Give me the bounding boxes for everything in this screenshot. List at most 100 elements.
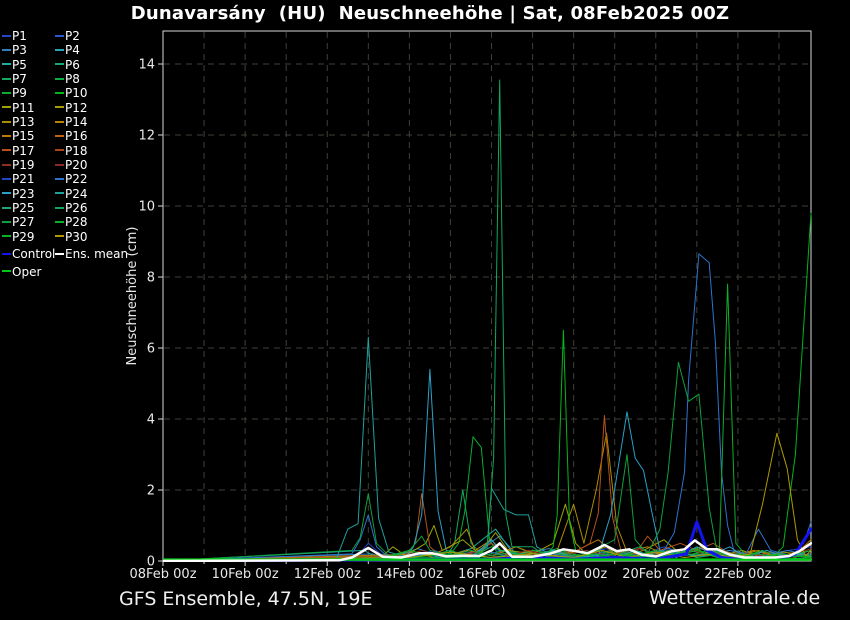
legend-item-p27: P27 [2, 215, 55, 229]
legend-item-p24: P24 [55, 187, 128, 201]
legend-item-label: P13 [12, 115, 35, 130]
legend-item-label: Control [12, 247, 56, 262]
legend-color-swatch [2, 252, 11, 255]
y-tick-label: 4 [147, 413, 155, 428]
legend-color-swatch [55, 235, 64, 238]
y-axis-title: Neuschneehöhe (cm) [125, 227, 140, 366]
legend-item-p12: P12 [55, 101, 128, 115]
legend-color-swatch [55, 120, 64, 123]
legend-color-swatch [2, 63, 11, 66]
legend-item-label: P11 [12, 100, 35, 115]
legend-color-swatch [2, 163, 11, 166]
legend-item-p3: P3 [2, 43, 55, 57]
legend-color-swatch [2, 77, 11, 80]
y-tick-label: 6 [147, 342, 155, 357]
legend-color-swatch [55, 192, 64, 195]
chart-title: Dunavarsány (HU) Neuschneehöhe | Sat, 08… [130, 3, 730, 24]
legend-item-label: P29 [12, 229, 35, 244]
legend-item-label: P30 [65, 229, 88, 244]
legend-item-p26: P26 [55, 201, 128, 215]
legend-color-swatch [55, 106, 64, 109]
legend-item-label: P23 [12, 186, 35, 201]
legend-item-p8: P8 [55, 72, 128, 86]
legend-item-label: P22 [65, 172, 88, 187]
legend-color-swatch [2, 149, 11, 152]
y-tick-label: 8 [147, 271, 155, 286]
legend-color-swatch [55, 220, 64, 223]
legend-item-label: P9 [12, 86, 27, 101]
legend-item-p16: P16 [55, 129, 128, 143]
legend-color-swatch [2, 206, 11, 209]
legend-color-swatch [55, 134, 64, 137]
legend-item-p18: P18 [55, 144, 128, 158]
x-tick-label: 20Feb 00z [622, 567, 689, 582]
legend-item-label: P27 [12, 215, 35, 230]
legend-color-swatch [2, 91, 11, 94]
series-line-p13 [163, 432, 812, 562]
legend-color-swatch [55, 149, 64, 152]
legend-color-swatch [55, 63, 64, 66]
series-line-p29 [163, 329, 812, 562]
legend-item-label: P10 [65, 86, 88, 101]
legend-item-label: P4 [65, 43, 80, 58]
legend-item-label: P6 [65, 57, 80, 72]
legend-item-p5: P5 [2, 58, 55, 72]
legend-item-label: P5 [12, 57, 27, 72]
legend-item-label: P15 [12, 129, 35, 144]
legend-item-label: P16 [65, 129, 88, 144]
legend-item-label: P1 [12, 29, 27, 43]
x-tick-labels: 08Feb 00z 10Feb 00z 12Feb 00z 14Feb 00z 16Fe… [129, 567, 771, 582]
legend-item-p1: P1 [2, 29, 55, 43]
legend-color-swatch [2, 192, 11, 195]
legend-item-p17: P17 [2, 144, 55, 158]
legend-color-swatch [55, 177, 64, 180]
model-info-label: GFS Ensemble, 47.5N, 19E [119, 588, 373, 610]
x-tick-label: 16Feb 00z [458, 567, 525, 582]
legend-item-p30: P30 [55, 230, 128, 244]
plot-frame [162, 30, 812, 562]
y-tick-label: 10 [138, 200, 155, 215]
axis-ticks [158, 63, 780, 566]
gridlines [164, 32, 810, 560]
brand-label: Wetterzentrale.de [649, 587, 821, 609]
legend-item-p28: P28 [55, 215, 128, 229]
x-tick-label: 12Feb 00z [294, 567, 361, 582]
legend-item-label: P14 [65, 115, 88, 130]
series-line-ens-mean [163, 539, 812, 562]
x-tick-label: 14Feb 00z [376, 567, 443, 582]
legend-color-swatch [55, 48, 64, 51]
legend-item-p4: P4 [55, 43, 128, 57]
series-line-p30 [163, 432, 812, 562]
legend-color-swatch [2, 48, 11, 51]
legend-item-p7: P7 [2, 72, 55, 86]
legend-color-swatch [55, 206, 64, 209]
series-lines [163, 79, 812, 562]
legend-color-swatch [2, 134, 11, 137]
legend-item-p21: P21 [2, 172, 55, 186]
legend-color-swatch [2, 220, 11, 223]
series-line-p17 [163, 415, 812, 562]
legend-color-swatch [55, 252, 64, 255]
legend-item-label: P2 [65, 29, 80, 43]
series-line-p28 [163, 283, 812, 562]
legend-item-label: P28 [65, 215, 88, 230]
legend-item-p22: P22 [55, 172, 128, 186]
legend-color-swatch [2, 120, 11, 123]
legend-color-swatch [2, 34, 11, 37]
x-tick-label: 08Feb 00z [129, 567, 196, 582]
legend-color-swatch [2, 106, 11, 109]
legend-color-swatch [2, 270, 11, 272]
y-tick-label: 14 [138, 58, 155, 73]
legend-item-label: P18 [65, 143, 88, 158]
legend-item-label: P7 [12, 72, 27, 87]
series-line-p24 [163, 336, 812, 562]
series-line-p27 [163, 361, 812, 562]
legend-item-p9: P9 [2, 86, 55, 100]
legend-item-p13: P13 [2, 115, 55, 129]
legend-item-p11: P11 [2, 101, 55, 115]
legend-item-oper: Oper [2, 265, 55, 279]
legend-item-control: Control [2, 247, 55, 261]
legend-color-swatch [2, 177, 11, 180]
